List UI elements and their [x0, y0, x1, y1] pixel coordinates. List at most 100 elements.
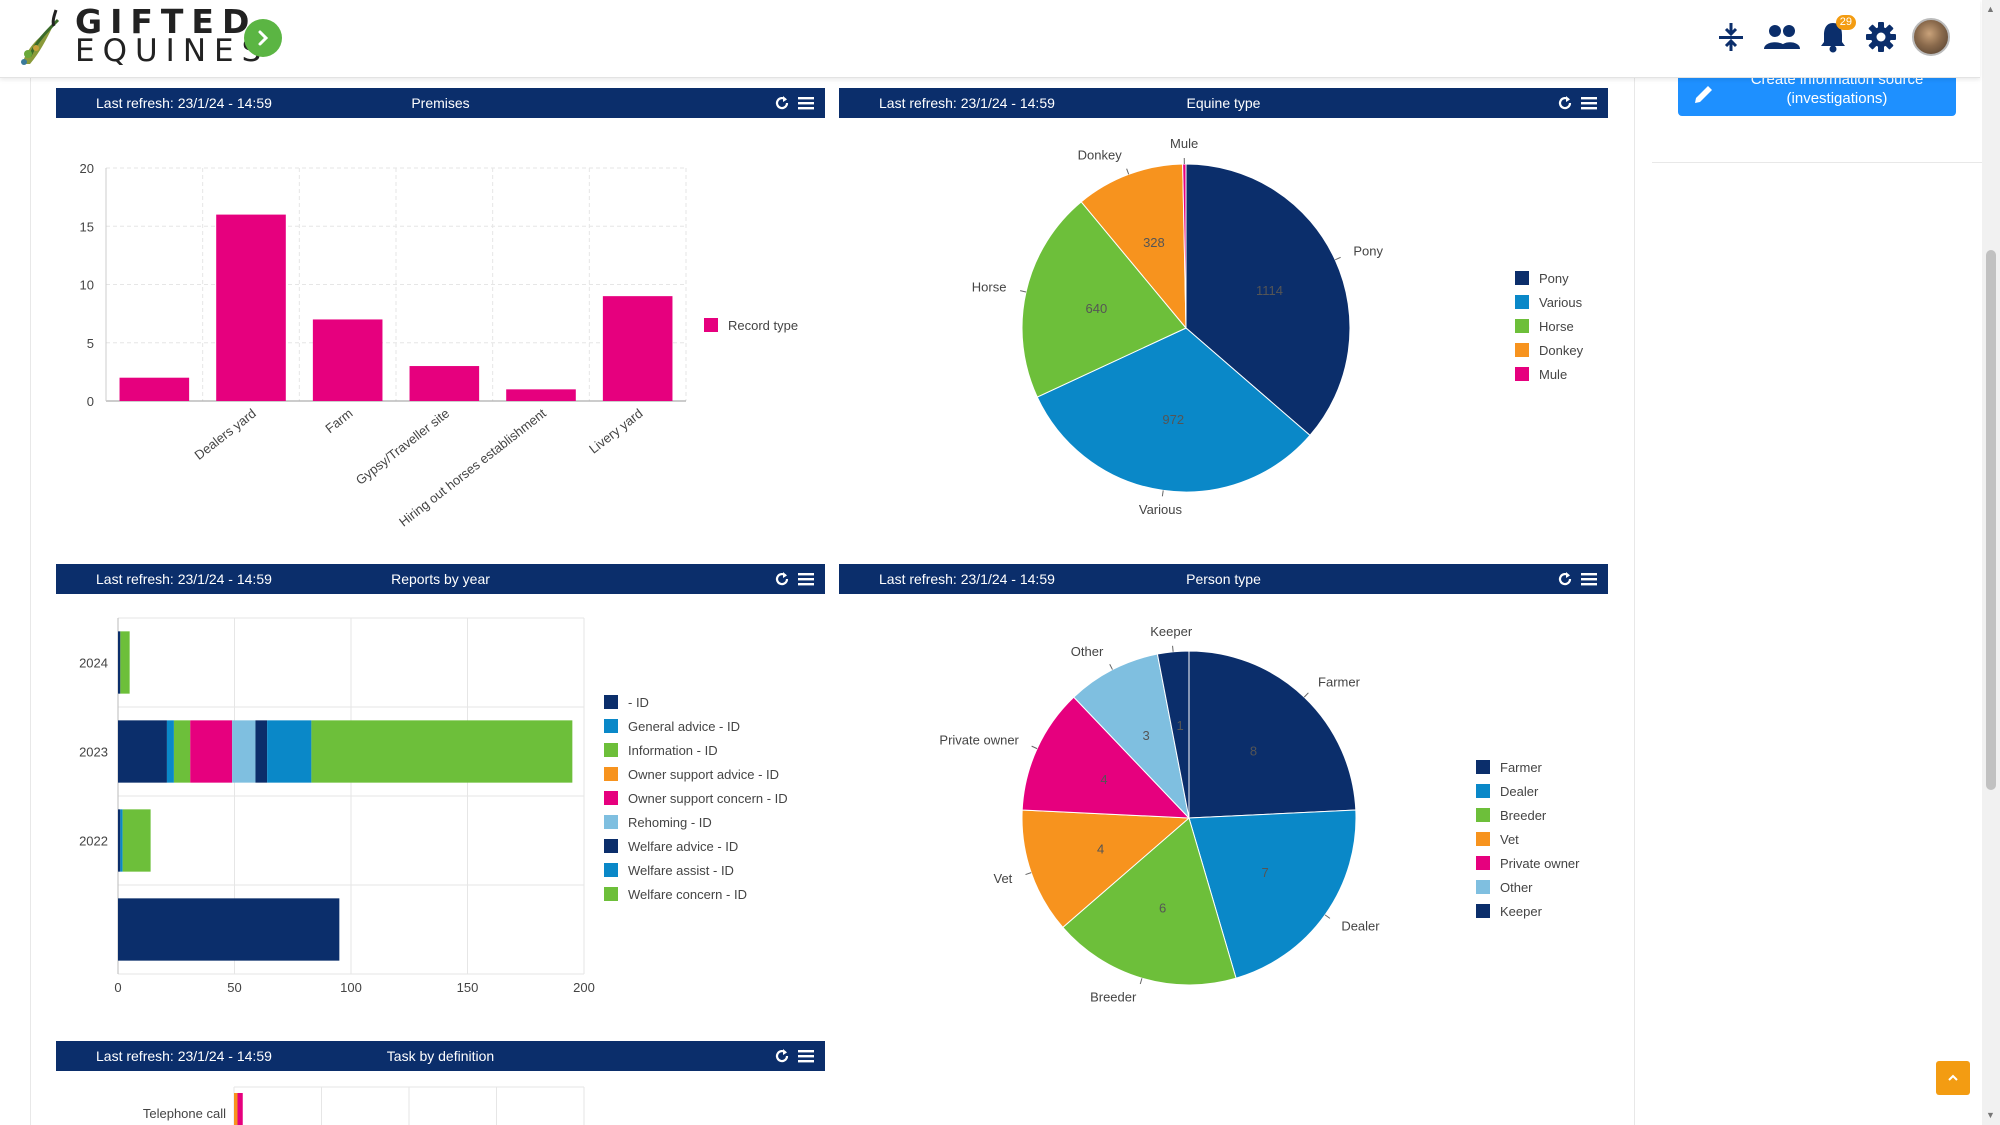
- legend-swatch: [1476, 880, 1490, 894]
- user-avatar[interactable]: [1912, 18, 1950, 56]
- pie-data-label: 1114: [1256, 283, 1283, 298]
- equine-type-widget-header: Last refresh: 23/1/24 - 14:59 Equine typ…: [839, 88, 1608, 118]
- settings-button[interactable]: [1864, 20, 1898, 54]
- reports-by-year-widget: Last refresh: 23/1/24 - 14:59 Reports by…: [56, 564, 825, 1014]
- y-tick-label: 0: [87, 394, 94, 409]
- bar-segment: [122, 809, 151, 872]
- legend-label: - ID: [628, 695, 649, 710]
- hamburger-menu-icon: [798, 1050, 814, 1063]
- legend-swatch: [1515, 343, 1529, 357]
- pie-slice: [1062, 817, 1237, 986]
- right-panel: Create information source (investigation…: [1652, 71, 1982, 163]
- users-button[interactable]: [1762, 20, 1802, 54]
- reports-by-year-widget-header: Last refresh: 23/1/24 - 14:59 Reports by…: [56, 564, 825, 594]
- notifications-button[interactable]: 29: [1816, 15, 1856, 54]
- page-scrollbar[interactable]: ▲ ▼: [1982, 0, 2000, 1125]
- x-tick-label: 200: [573, 980, 595, 995]
- hamburger-menu-icon: [798, 573, 814, 586]
- x-tick-label: 100: [340, 980, 362, 995]
- legend-swatch: [1476, 808, 1490, 822]
- bar: [312, 319, 383, 401]
- premises-widget: Last refresh: 23/1/24 - 14:59 Premises 0…: [56, 88, 825, 558]
- legend-swatch: [1476, 856, 1490, 870]
- bar-segment: [120, 809, 123, 872]
- pie-leader-line: [1025, 872, 1032, 876]
- pie-data-label: 7: [1262, 865, 1269, 880]
- legend-swatch: [604, 719, 618, 733]
- widget-menu-button[interactable]: [797, 1047, 815, 1065]
- pie-leader-line: [1172, 645, 1174, 652]
- notification-count-badge: 29: [1835, 15, 1856, 30]
- x-tick-label: Livery yard: [586, 406, 645, 457]
- pie-outer-label: Dealer: [1341, 918, 1380, 933]
- legend-label: Horse: [1539, 319, 1574, 334]
- legend-label: Dealer: [1500, 784, 1539, 799]
- x-tick-label: 50: [227, 980, 241, 995]
- task-by-definition-bar-chart: Telephone call: [143, 1086, 585, 1125]
- pie-leader-line: [1031, 745, 1038, 750]
- pie-data-label: 4: [1100, 772, 1107, 787]
- pie-leader-line: [1334, 256, 1341, 261]
- widget-menu-button[interactable]: [797, 94, 815, 112]
- scroll-down-arrow-icon[interactable]: ▼: [1986, 1110, 1995, 1120]
- legend-swatch: [1515, 367, 1529, 381]
- legend-label: Pony: [1539, 271, 1569, 286]
- legend-swatch: [604, 767, 618, 781]
- widget-refresh-button[interactable]: [1556, 570, 1574, 588]
- legend-swatch: [1476, 760, 1490, 774]
- pie-data-label: 6: [1159, 901, 1166, 916]
- pie-slice: [1080, 163, 1187, 330]
- widget-title: Person type: [1186, 571, 1261, 587]
- sidebar-toggle-button[interactable]: [244, 19, 282, 57]
- bar-segment: [173, 720, 191, 783]
- top-icon-bar: 29: [1714, 15, 1950, 56]
- refresh-icon: [775, 572, 789, 586]
- widget-refresh-button[interactable]: [1556, 94, 1574, 112]
- y-tick-label: 10: [80, 278, 94, 293]
- last-refresh-text: Last refresh: 23/1/24 - 14:59: [879, 95, 1055, 111]
- scroll-up-arrow-icon[interactable]: ▲: [1986, 4, 1995, 14]
- legend-swatch: [604, 815, 618, 829]
- bar: [409, 366, 480, 401]
- pie-data-label: 1: [1176, 718, 1183, 733]
- widget-refresh-button[interactable]: [773, 1047, 791, 1065]
- bar-segment: [232, 720, 256, 783]
- bar-segment: [255, 720, 268, 783]
- legend-swatch: [604, 695, 618, 709]
- y-tick-label: 2022: [79, 834, 108, 849]
- widget-menu-button[interactable]: [1580, 94, 1598, 112]
- bar-segment: [118, 898, 340, 961]
- pie-data-label: 972: [1162, 412, 1184, 427]
- legend-label: Various: [1539, 295, 1583, 310]
- legend-swatch: [1515, 295, 1529, 309]
- widget-refresh-button[interactable]: [773, 570, 791, 588]
- bar-segment: [118, 720, 167, 783]
- pie-leader-line: [1303, 692, 1309, 698]
- pie-data-label: 3: [1143, 728, 1150, 743]
- y-tick-label: 15: [80, 219, 94, 234]
- pie-leader-line: [1126, 168, 1130, 175]
- pie-outer-label: Breeder: [1090, 989, 1137, 1004]
- gear-icon: [1866, 22, 1896, 52]
- hamburger-menu-icon: [1581, 97, 1597, 110]
- widget-menu-button[interactable]: [1580, 570, 1598, 588]
- premises-widget-header: Last refresh: 23/1/24 - 14:59 Premises: [56, 88, 825, 118]
- widget-menu-button[interactable]: [797, 570, 815, 588]
- legend-label: Owner support advice - ID: [628, 767, 779, 782]
- pie-leader-line: [1324, 914, 1331, 919]
- widget-refresh-button[interactable]: [773, 94, 791, 112]
- reports-by-year-bar-chart: 0 50 100 150 200 2024 2023 2022 - ID General adv…: [79, 617, 788, 995]
- compress-button[interactable]: [1714, 20, 1748, 54]
- equine-type-pie-chart: 1114 Pony 972 Various 640 Horse 328 Donkey Mule P…: [972, 136, 1584, 517]
- y-tick-label: 20: [80, 161, 94, 176]
- bar: [506, 389, 576, 401]
- create-information-source-button[interactable]: Create information source (investigation…: [1678, 71, 1956, 116]
- pie-slice: [1188, 809, 1357, 979]
- bar-segment: [120, 631, 130, 694]
- legend-swatch: [704, 318, 718, 332]
- x-tick-label: 0: [114, 980, 121, 995]
- last-refresh-text: Last refresh: 23/1/24 - 14:59: [879, 571, 1055, 587]
- scrollbar-thumb[interactable]: [1986, 250, 1996, 790]
- back-to-top-button[interactable]: [1936, 1061, 1970, 1095]
- legend-label: Donkey: [1539, 343, 1584, 358]
